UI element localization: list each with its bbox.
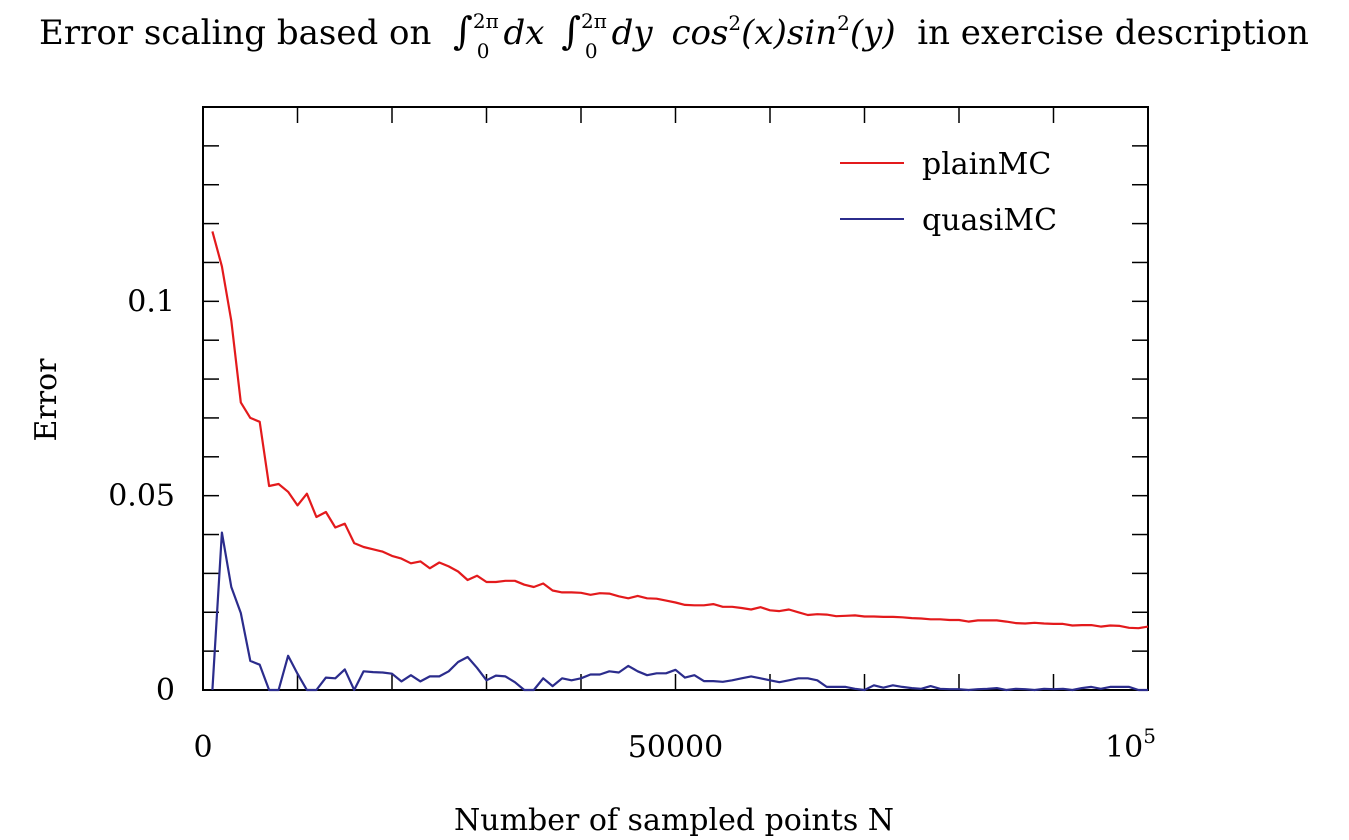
y-tick-label: 0.1 [127, 284, 175, 319]
legend-label-quasimc: quasiMC [922, 203, 1057, 238]
y-tick-label: 0.05 [108, 479, 175, 514]
x-tick-label: 0 [193, 730, 212, 765]
x-tick-label: 105 [1105, 724, 1156, 765]
axis-tick-labels: 0 0.05 0.1 0 50000 105 [108, 284, 1156, 765]
chart-title: Error scaling based on ∫2π 0 dx ∫2π 0 dy cos… [39, 9, 1309, 63]
title-prefix: Error scaling based on [39, 13, 442, 53]
legend: plainMC quasiMC [840, 147, 1057, 238]
axis-ticks [203, 107, 1148, 690]
x-tick-label: 50000 [628, 730, 723, 765]
series-line-plainmc [211, 231, 1149, 630]
legend-label-plainmc: plainMC [922, 147, 1051, 182]
y-axis-label: Error [29, 358, 64, 442]
y-tick-label: 0 [156, 673, 175, 708]
series-lines [211, 231, 1149, 692]
series-line-quasimc [211, 531, 1148, 692]
x-axis-label: Number of sampled points N [454, 803, 894, 838]
